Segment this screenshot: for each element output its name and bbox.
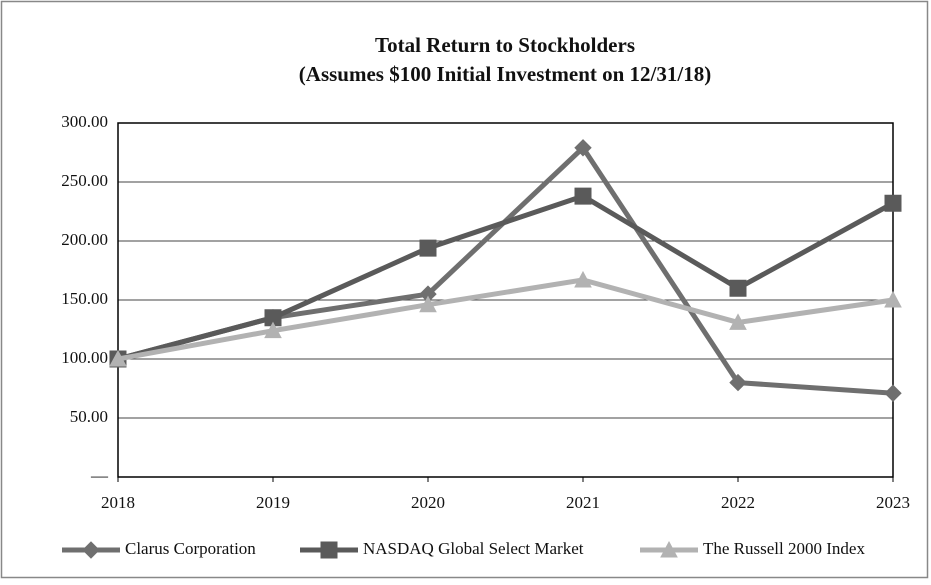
data-point (419, 295, 437, 313)
legend-label: NASDAQ Global Select Market (363, 539, 584, 558)
x-tick-label: 2021 (566, 493, 600, 512)
data-point (729, 373, 747, 392)
y-tick-label: — (90, 466, 109, 485)
x-tick-label: 2020 (411, 493, 445, 512)
data-point (264, 309, 282, 327)
data-point (264, 321, 282, 339)
y-tick-label: 200.00 (61, 230, 108, 249)
data-point (729, 279, 747, 297)
x-tick-label: 2022 (721, 493, 755, 512)
legend-label: Clarus Corporation (125, 539, 256, 558)
data-point (574, 139, 592, 157)
data-point (574, 270, 592, 288)
legend-marker (320, 541, 338, 559)
series-line (117, 277, 894, 362)
data-point (729, 313, 747, 330)
data-point (109, 349, 127, 367)
chart-subtitle: (Assumes $100 Initial Investment on 12/3… (299, 62, 711, 86)
data-point (884, 384, 902, 402)
data-point (574, 187, 592, 205)
legend-label: The Russell 2000 Index (703, 539, 865, 558)
chart-title: Total Return to Stockholders (375, 33, 635, 57)
y-tick-label: 300.00 (61, 112, 108, 131)
x-tick-label: 2023 (876, 493, 910, 512)
legend-marker (660, 540, 678, 558)
x-tick-label: 2019 (256, 493, 290, 512)
data-point (884, 194, 902, 212)
y-tick-label: 250.00 (61, 171, 108, 190)
x-tick-label: 2018 (101, 493, 135, 512)
legend-marker (82, 541, 100, 559)
y-tick-label: 50.00 (70, 407, 108, 426)
y-tick-label: 150.00 (61, 289, 108, 308)
y-tick-label: 100.00 (61, 348, 108, 367)
data-point (419, 239, 437, 257)
data-point (884, 290, 902, 308)
series-line (117, 193, 895, 362)
